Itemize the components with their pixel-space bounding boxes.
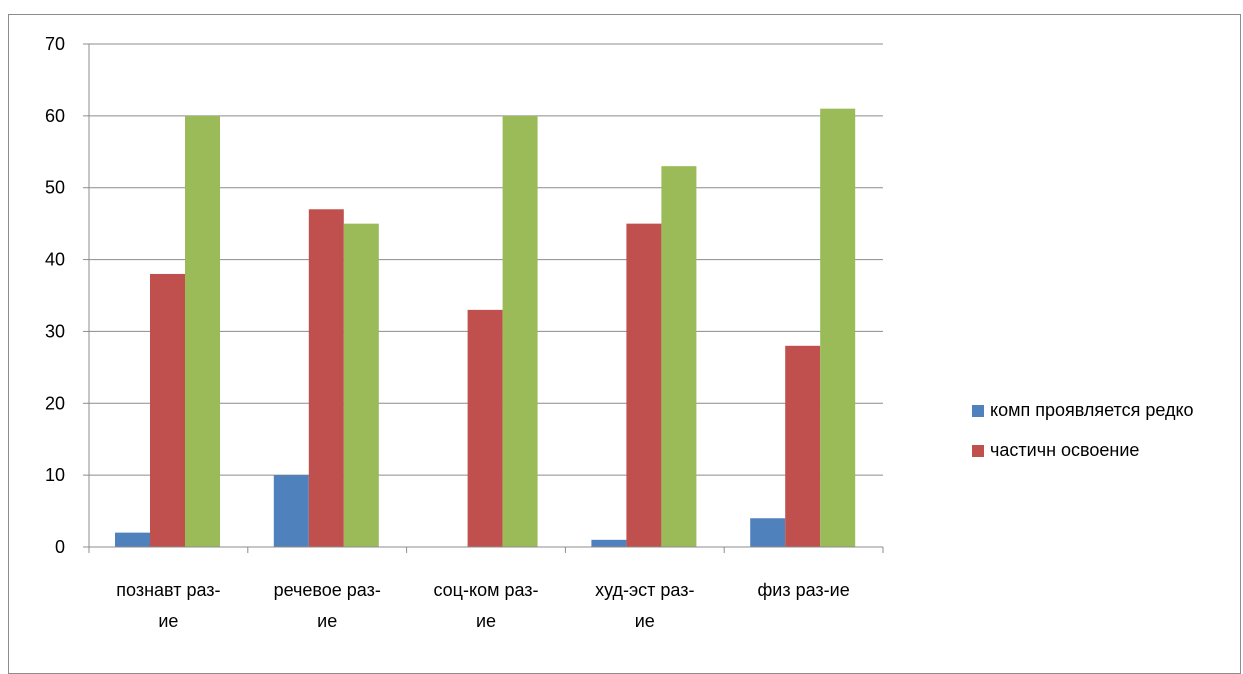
y-tick-label: 40 — [45, 250, 65, 270]
legend-item-series-1: комп проявляется редко — [972, 395, 1232, 425]
legend-swatch-series-2 — [972, 445, 984, 457]
bar — [115, 532, 150, 547]
legend-swatch-series-1 — [972, 405, 984, 417]
x-category-label-line: физ раз-ие — [757, 580, 849, 600]
bar — [185, 115, 220, 547]
legend-item-series-2: частичн освоение — [972, 435, 1232, 465]
x-category-label-line: ие — [476, 611, 496, 631]
x-category-label-line: речевое раз- — [274, 580, 381, 600]
legend-label-series-1: комп проявляется редко — [990, 400, 1194, 420]
bar — [626, 223, 662, 547]
legend: комп проявляется редко частичн освоение — [972, 395, 1232, 475]
x-category-label: познавт раз-ие — [116, 580, 220, 631]
y-tick-label: 70 — [45, 34, 65, 54]
bar — [273, 475, 309, 547]
bars — [115, 108, 856, 548]
y-tick-label: 0 — [55, 537, 65, 557]
x-category-label-line: ие — [317, 611, 337, 631]
bar — [308, 209, 344, 547]
x-category-label: физ раз-ие — [757, 580, 849, 600]
bar — [591, 539, 627, 547]
bar — [820, 108, 856, 548]
y-tick-label: 20 — [45, 393, 65, 413]
bar — [150, 273, 185, 547]
x-category-label: соц-ком раз-ие — [433, 580, 538, 631]
y-tick-label: 60 — [45, 106, 65, 126]
bar — [502, 115, 538, 547]
legend-label-series-2: частичн освоение — [990, 440, 1140, 460]
axes — [83, 43, 884, 553]
x-category-label-line: познавт раз- — [116, 580, 220, 600]
bar — [343, 223, 379, 547]
y-tick-label: 50 — [45, 178, 65, 198]
x-category-label: худ-эст раз-ие — [595, 580, 694, 631]
bar — [467, 309, 503, 547]
y-tick-label: 10 — [45, 465, 65, 485]
x-category-label-line: соц-ком раз- — [433, 580, 538, 600]
bar — [785, 345, 821, 547]
y-tick-label: 30 — [45, 321, 65, 341]
bar — [661, 166, 697, 547]
x-category-label-line: ие — [158, 611, 178, 631]
x-category-label: речевое раз-ие — [274, 580, 381, 631]
gridlines — [89, 43, 883, 476]
bar — [750, 518, 786, 547]
x-category-label-line: худ-эст раз- — [595, 580, 694, 600]
x-category-label-line: ие — [635, 611, 655, 631]
